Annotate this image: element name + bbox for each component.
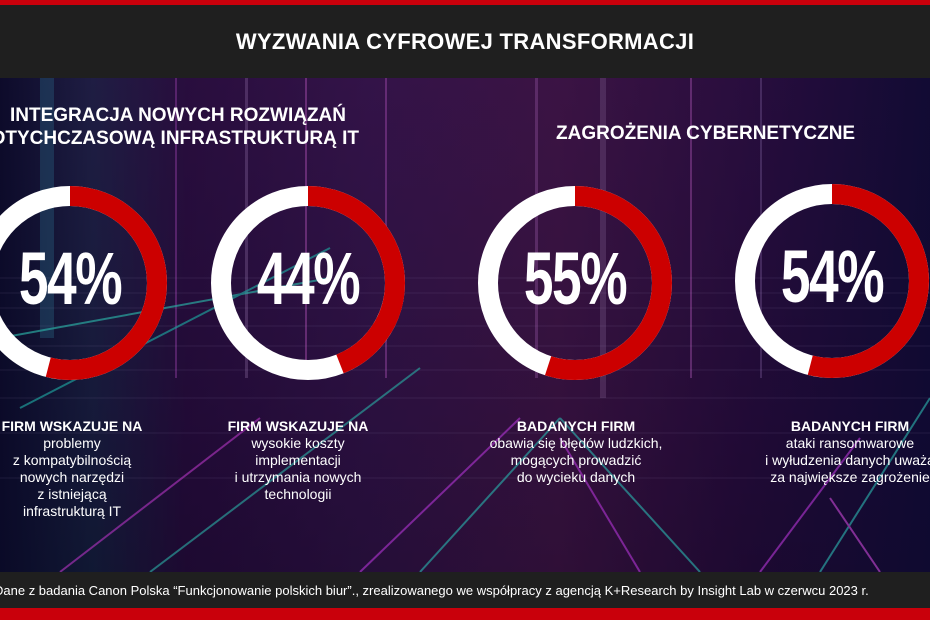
stat-line: problemy bbox=[43, 435, 101, 451]
footer-bar: Dane z badania Canon Polska “Funkcjonowa… bbox=[0, 572, 930, 608]
donut-chart-4 bbox=[735, 184, 929, 378]
stat-line: i utrzymania nowych bbox=[234, 469, 362, 485]
top-accent-strip bbox=[0, 0, 930, 5]
section-title-line: Z DOTYCHCZASOWĄ INFRASTRUKTURĄ IT bbox=[0, 128, 359, 149]
stat-line: technologii bbox=[264, 486, 332, 502]
stat-line: mogących prowadzić bbox=[510, 452, 642, 468]
stat-line: ataki ransomwarowe bbox=[785, 435, 915, 451]
stat-value-1: 54% bbox=[18, 237, 123, 320]
stat-value-3: 55% bbox=[523, 237, 628, 320]
stat-lead: FIRM WSKAZUJE NA bbox=[227, 418, 369, 434]
stat-line: z kompatybilnością bbox=[12, 452, 132, 468]
header-bar: WYZWANIA CYFROWEJ TRANSFORMACJI bbox=[0, 5, 930, 78]
stat-value-4: 54% bbox=[780, 235, 885, 318]
source-note: Dane z badania Canon Polska “Funkcjonowa… bbox=[0, 582, 869, 598]
bottom-accent-strip bbox=[0, 608, 930, 620]
donut-chart-2 bbox=[211, 186, 405, 380]
section-title-line: ZAGROŻENIA CYBERNETYCZNE bbox=[556, 123, 856, 144]
donut-chart-3 bbox=[478, 186, 672, 380]
stat-description-3: BADANYCH FIRM obawia się błędów ludzkich… bbox=[456, 418, 696, 486]
stat-value-2: 44% bbox=[256, 237, 361, 320]
page-title: WYZWANIA CYFROWEJ TRANSFORMACJI bbox=[235, 28, 695, 54]
stat-line: wysokie koszty bbox=[251, 435, 345, 451]
stat-line: do wycieku danych bbox=[516, 469, 636, 485]
stat-lead: BADANYCH FIRM bbox=[790, 418, 910, 434]
section-title-line: INTEGRACJA NOWYCH ROZWIĄZAŃ bbox=[10, 105, 346, 126]
stat-description-1: FIRM WSKAZUJE NA problemy z kompatybilno… bbox=[0, 418, 192, 520]
stat-lead: FIRM WSKAZUJE NA bbox=[1, 418, 143, 434]
donut-chart-1 bbox=[0, 186, 167, 380]
stat-description-4: BADANYCH FIRM ataki ransomwarowe i wyłud… bbox=[730, 418, 930, 486]
stat-description-2: FIRM WSKAZUJE NA wysokie koszty implemen… bbox=[178, 418, 418, 503]
stat-lead: BADANYCH FIRM bbox=[516, 418, 636, 434]
section-title-cyber: ZAGROŻENIA CYBERNETYCZNE bbox=[556, 122, 855, 145]
stat-line: z istniejącą bbox=[37, 486, 107, 502]
stat-line: nowych narzędzi bbox=[19, 469, 125, 485]
stat-line: i wyłudzenia danych uważa bbox=[765, 452, 930, 468]
stat-line: za największe zagrożenie bbox=[770, 469, 930, 485]
section-title-integration: INTEGRACJA NOWYCH ROZWIĄZAŃ Z DOTYCHCZAS… bbox=[0, 104, 359, 150]
stat-line: infrastrukturą IT bbox=[22, 503, 122, 519]
stat-line: obawia się błędów ludzkich, bbox=[489, 435, 663, 451]
stat-line: implementacji bbox=[255, 452, 341, 468]
